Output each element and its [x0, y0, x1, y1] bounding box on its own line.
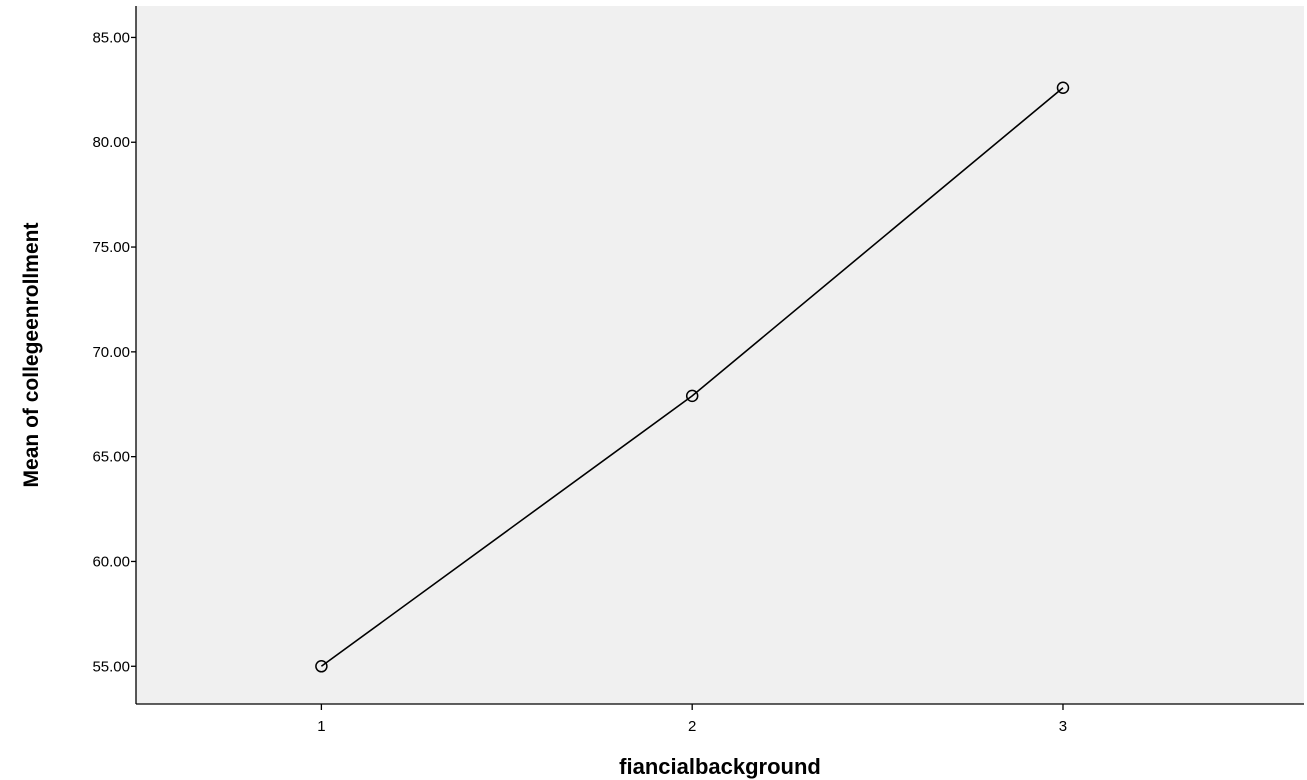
- y-tick-label: 55.00: [92, 658, 130, 675]
- data-point: [1056, 81, 1070, 94]
- y-axis: 55.00 60.00 65.00 70.00 75.00 80.00 85.00: [92, 6, 137, 704]
- series-layer: [315, 81, 1070, 673]
- y-tick-label: 75.00: [92, 239, 130, 256]
- x-tick-label: 2: [688, 718, 696, 735]
- y-tick-label: 80.00: [92, 134, 130, 151]
- x-tick-label: 1: [317, 718, 325, 735]
- y-tick-label: 60.00: [92, 553, 130, 570]
- x-tick-label: 3: [1059, 718, 1067, 735]
- data-point: [315, 660, 328, 673]
- y-axis-title: Mean of collegeenrollment: [20, 223, 43, 488]
- y-tick-label: 70.00: [92, 344, 130, 361]
- x-axis-title: fiancialbackground: [619, 754, 821, 779]
- y-tick-label: 65.00: [92, 449, 130, 466]
- data-point: [685, 389, 699, 403]
- series-line: [320, 87, 1064, 667]
- plot-area: [136, 6, 1304, 704]
- x-axis: 1 2 3: [136, 703, 1304, 735]
- y-tick-label: 85.00: [92, 29, 130, 46]
